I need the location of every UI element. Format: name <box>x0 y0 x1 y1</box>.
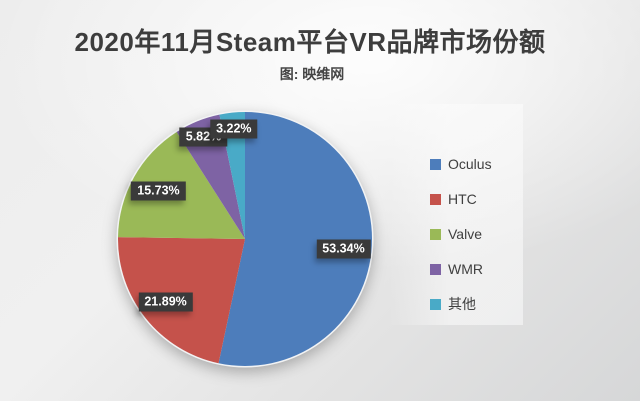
legend-swatch-icon <box>430 228 441 240</box>
legend-item-其他: 其他 <box>430 295 492 313</box>
legend-swatch-icon <box>430 298 441 310</box>
legend-swatch-icon <box>430 158 441 170</box>
legend-label: Valve <box>448 226 482 242</box>
legend-label: WMR <box>448 261 483 277</box>
pie-label-其他: 3.22% <box>210 119 258 139</box>
legend-item-htc: HTC <box>430 190 492 208</box>
legend-swatch-icon <box>430 263 441 275</box>
pie-label-htc: 21.89% <box>138 292 193 312</box>
legend-item-wmr: WMR <box>430 260 492 278</box>
legend-label: HTC <box>448 191 477 207</box>
pie-label-oculus: 53.34% <box>316 239 371 259</box>
chart-source-note: 图: 映维网 <box>279 66 345 82</box>
legend-label: 其他 <box>448 296 476 312</box>
pie-slice-oculus <box>218 112 372 366</box>
pie-label-valve: 15.73% <box>131 181 186 201</box>
legend-item-valve: Valve <box>430 225 492 243</box>
legend-label: Oculus <box>448 156 492 172</box>
legend-item-oculus: Oculus <box>430 155 492 173</box>
legend: Oculus HTC Valve WMR 其他 <box>430 155 492 330</box>
chart-title: 2020年11月Steam平台VR品牌市场份额 <box>74 27 546 57</box>
legend-swatch-icon <box>430 193 441 205</box>
